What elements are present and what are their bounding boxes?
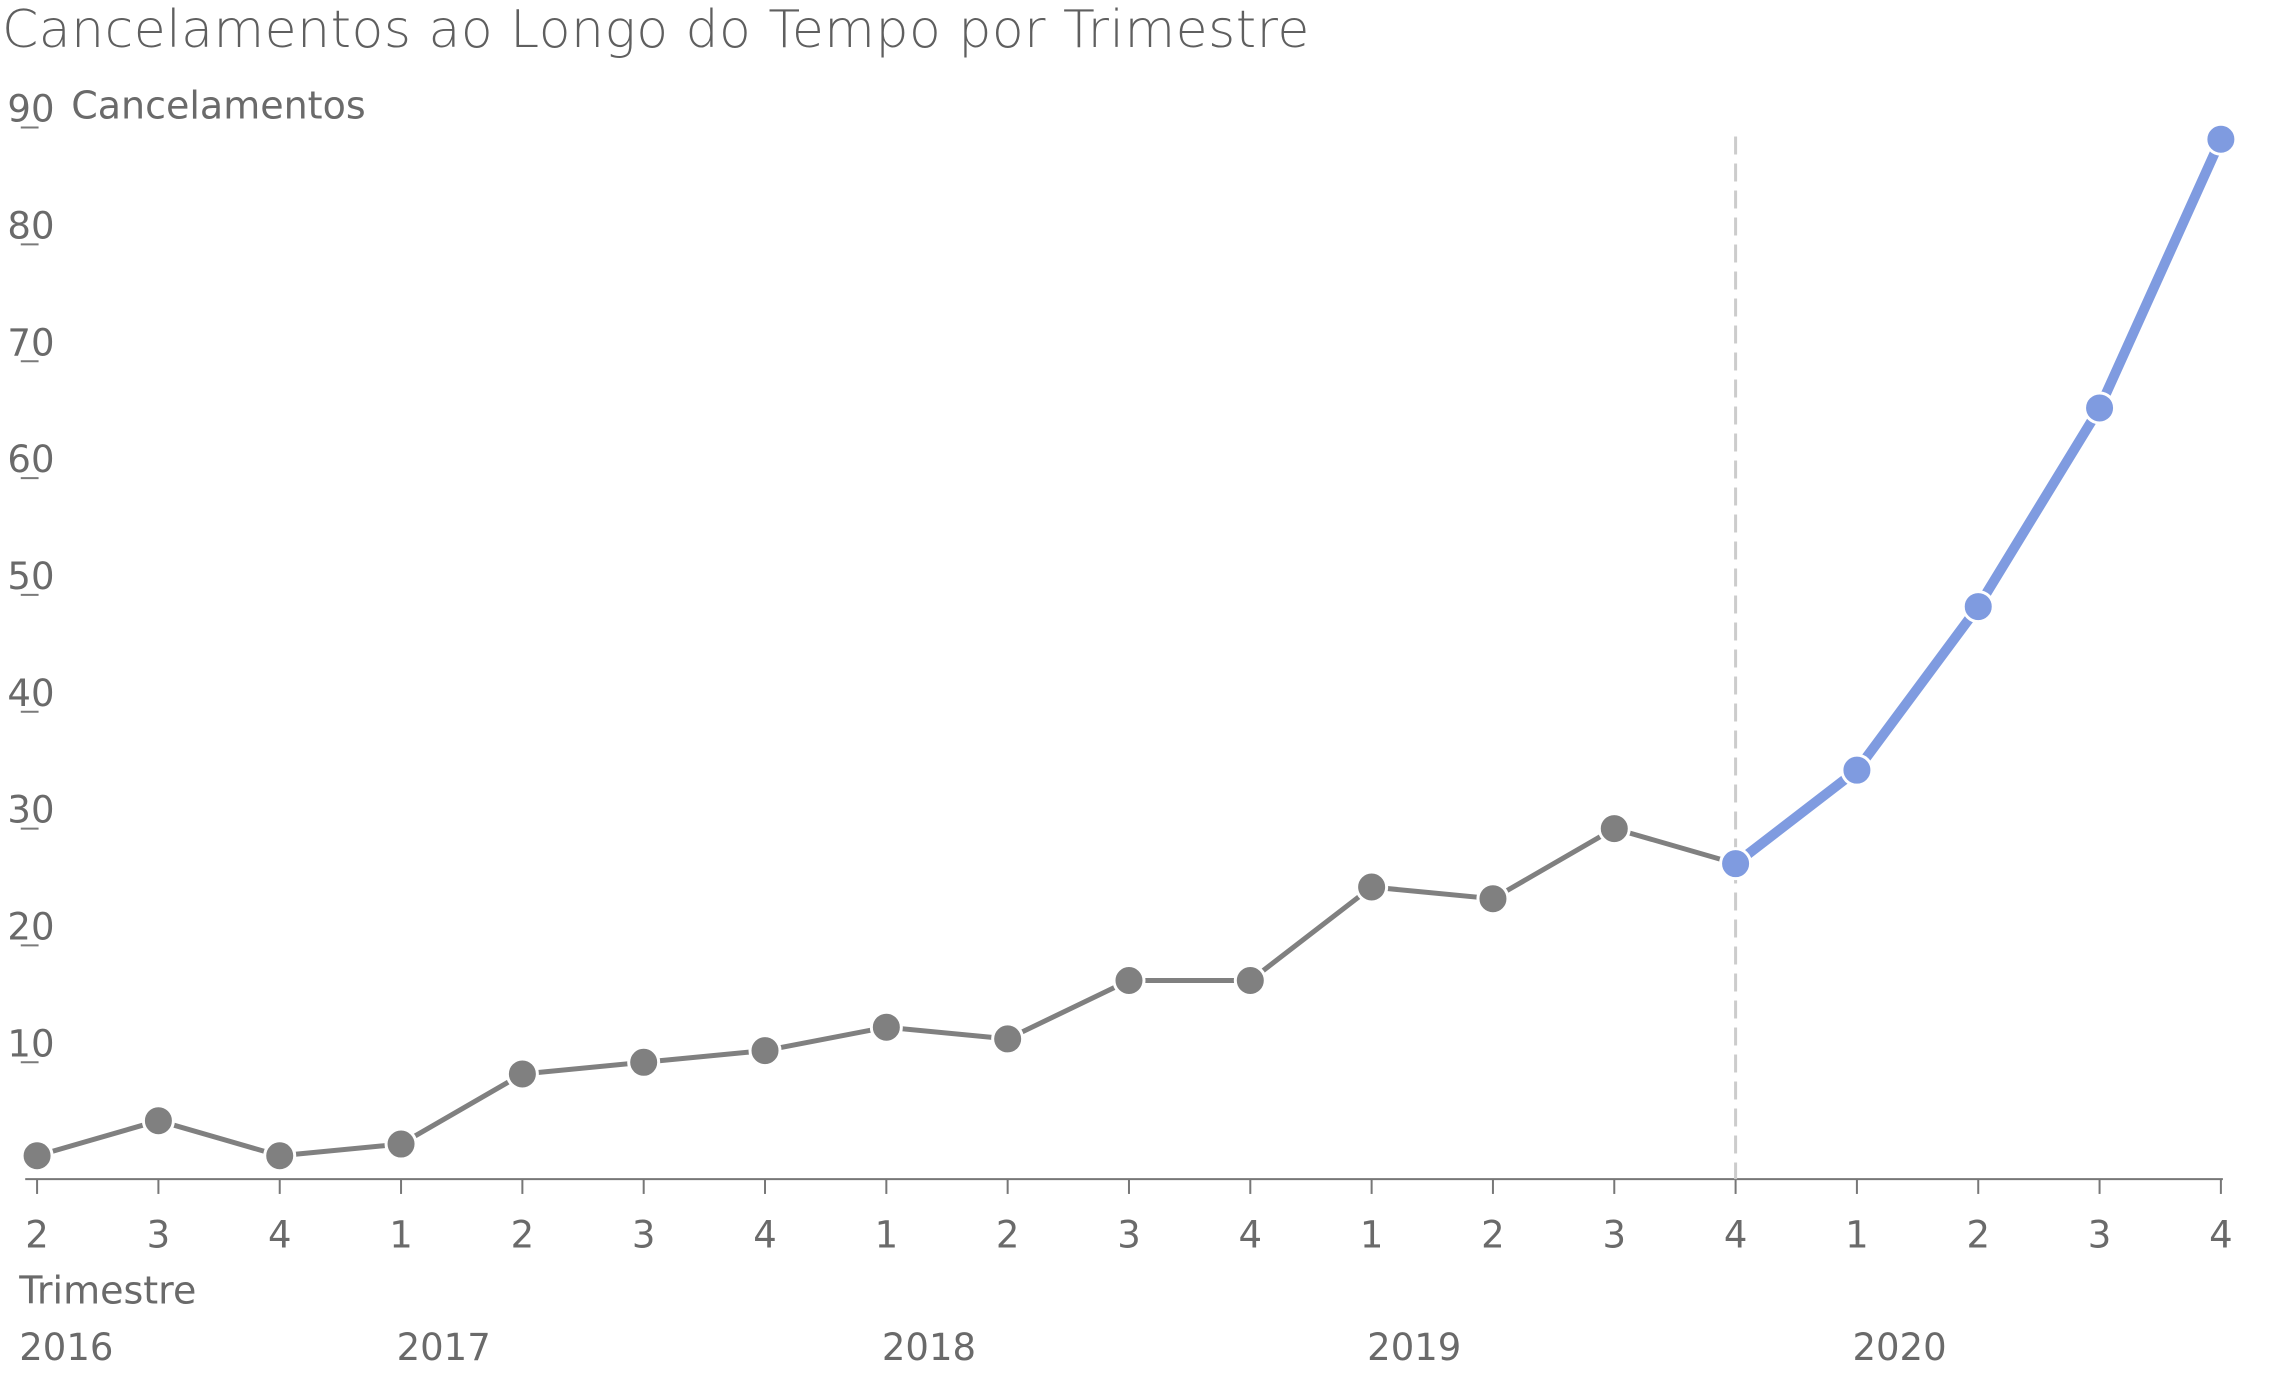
data-point <box>22 1141 52 1171</box>
data-point <box>265 1141 295 1171</box>
y-tick-label: 20 <box>7 905 54 948</box>
series-line <box>37 829 1736 1156</box>
x-tick-label: 3 <box>1602 1213 1626 1256</box>
x-tick-label: 2 <box>1966 1213 1990 1256</box>
x-tick-label: 1 <box>389 1213 413 1256</box>
data-point <box>993 1024 1023 1054</box>
data-point <box>1478 884 1508 914</box>
data-point <box>386 1129 416 1159</box>
x-tick-label: 2 <box>25 1213 49 1256</box>
data-point <box>1721 849 1751 879</box>
x-tick-label: 4 <box>1239 1213 1263 1256</box>
data-point <box>507 1059 537 1089</box>
data-point <box>871 1012 901 1042</box>
year-label: 2019 <box>1367 1326 1461 1369</box>
y-tick-label: 30 <box>7 789 54 832</box>
y-axis-title: Cancelamentos <box>71 84 365 128</box>
x-tick-label: 4 <box>268 1213 292 1256</box>
y-tick-label: 10 <box>7 1022 54 1065</box>
x-tick-label: 3 <box>2088 1213 2112 1256</box>
x-tick-label: 4 <box>753 1213 777 1256</box>
x-tick-label: 3 <box>632 1213 656 1256</box>
data-point <box>1599 814 1629 844</box>
x-tick-label: 4 <box>1724 1213 1748 1256</box>
x-axis-title: Trimestre <box>18 1269 196 1313</box>
y-tick-label: 50 <box>7 555 54 598</box>
y-axis: 10 20 30 40 50 60 70 80 90 <box>7 88 54 1066</box>
x-tick-label: 2 <box>511 1213 535 1256</box>
x-tick-label: 1 <box>1360 1213 1384 1256</box>
x-tick-label: 1 <box>1845 1213 1869 1256</box>
data-point <box>629 1047 659 1077</box>
x-axis: 2 3 4 1 2 3 4 1 2 3 4 1 2 3 4 1 2 3 4 2016 2017 2018 2019 2020 <box>19 1179 2232 1369</box>
year-label: 2017 <box>397 1326 491 1369</box>
x-tick-label: 4 <box>2209 1213 2233 1256</box>
data-point <box>2206 124 2236 154</box>
data-point <box>1357 872 1387 902</box>
data-point <box>1842 755 1872 785</box>
x-tick-label: 3 <box>1117 1213 1141 1256</box>
x-tick-label: 1 <box>875 1213 899 1256</box>
x-tick-label: 3 <box>147 1213 171 1256</box>
series-projection <box>1721 124 2236 878</box>
year-label: 2018 <box>882 1326 976 1369</box>
data-point <box>143 1106 173 1136</box>
data-point <box>2085 393 2115 423</box>
series-line <box>1736 139 2221 863</box>
y-tick-label: 40 <box>7 672 54 715</box>
series-group <box>22 124 2236 1171</box>
y-tick-label: 90 <box>7 88 54 131</box>
data-point <box>1963 592 1993 622</box>
year-label: 2016 <box>19 1326 113 1369</box>
y-tick-label: 60 <box>7 438 54 481</box>
data-point <box>1114 965 1144 995</box>
y-tick-label: 70 <box>7 321 54 364</box>
data-point <box>750 1036 780 1066</box>
series-historical <box>22 814 1736 1171</box>
x-tick-label: 2 <box>1481 1213 1505 1256</box>
data-point <box>1235 965 1265 995</box>
year-label: 2020 <box>1852 1326 1946 1369</box>
y-tick-label: 80 <box>7 204 54 247</box>
x-tick-label: 2 <box>996 1213 1020 1256</box>
